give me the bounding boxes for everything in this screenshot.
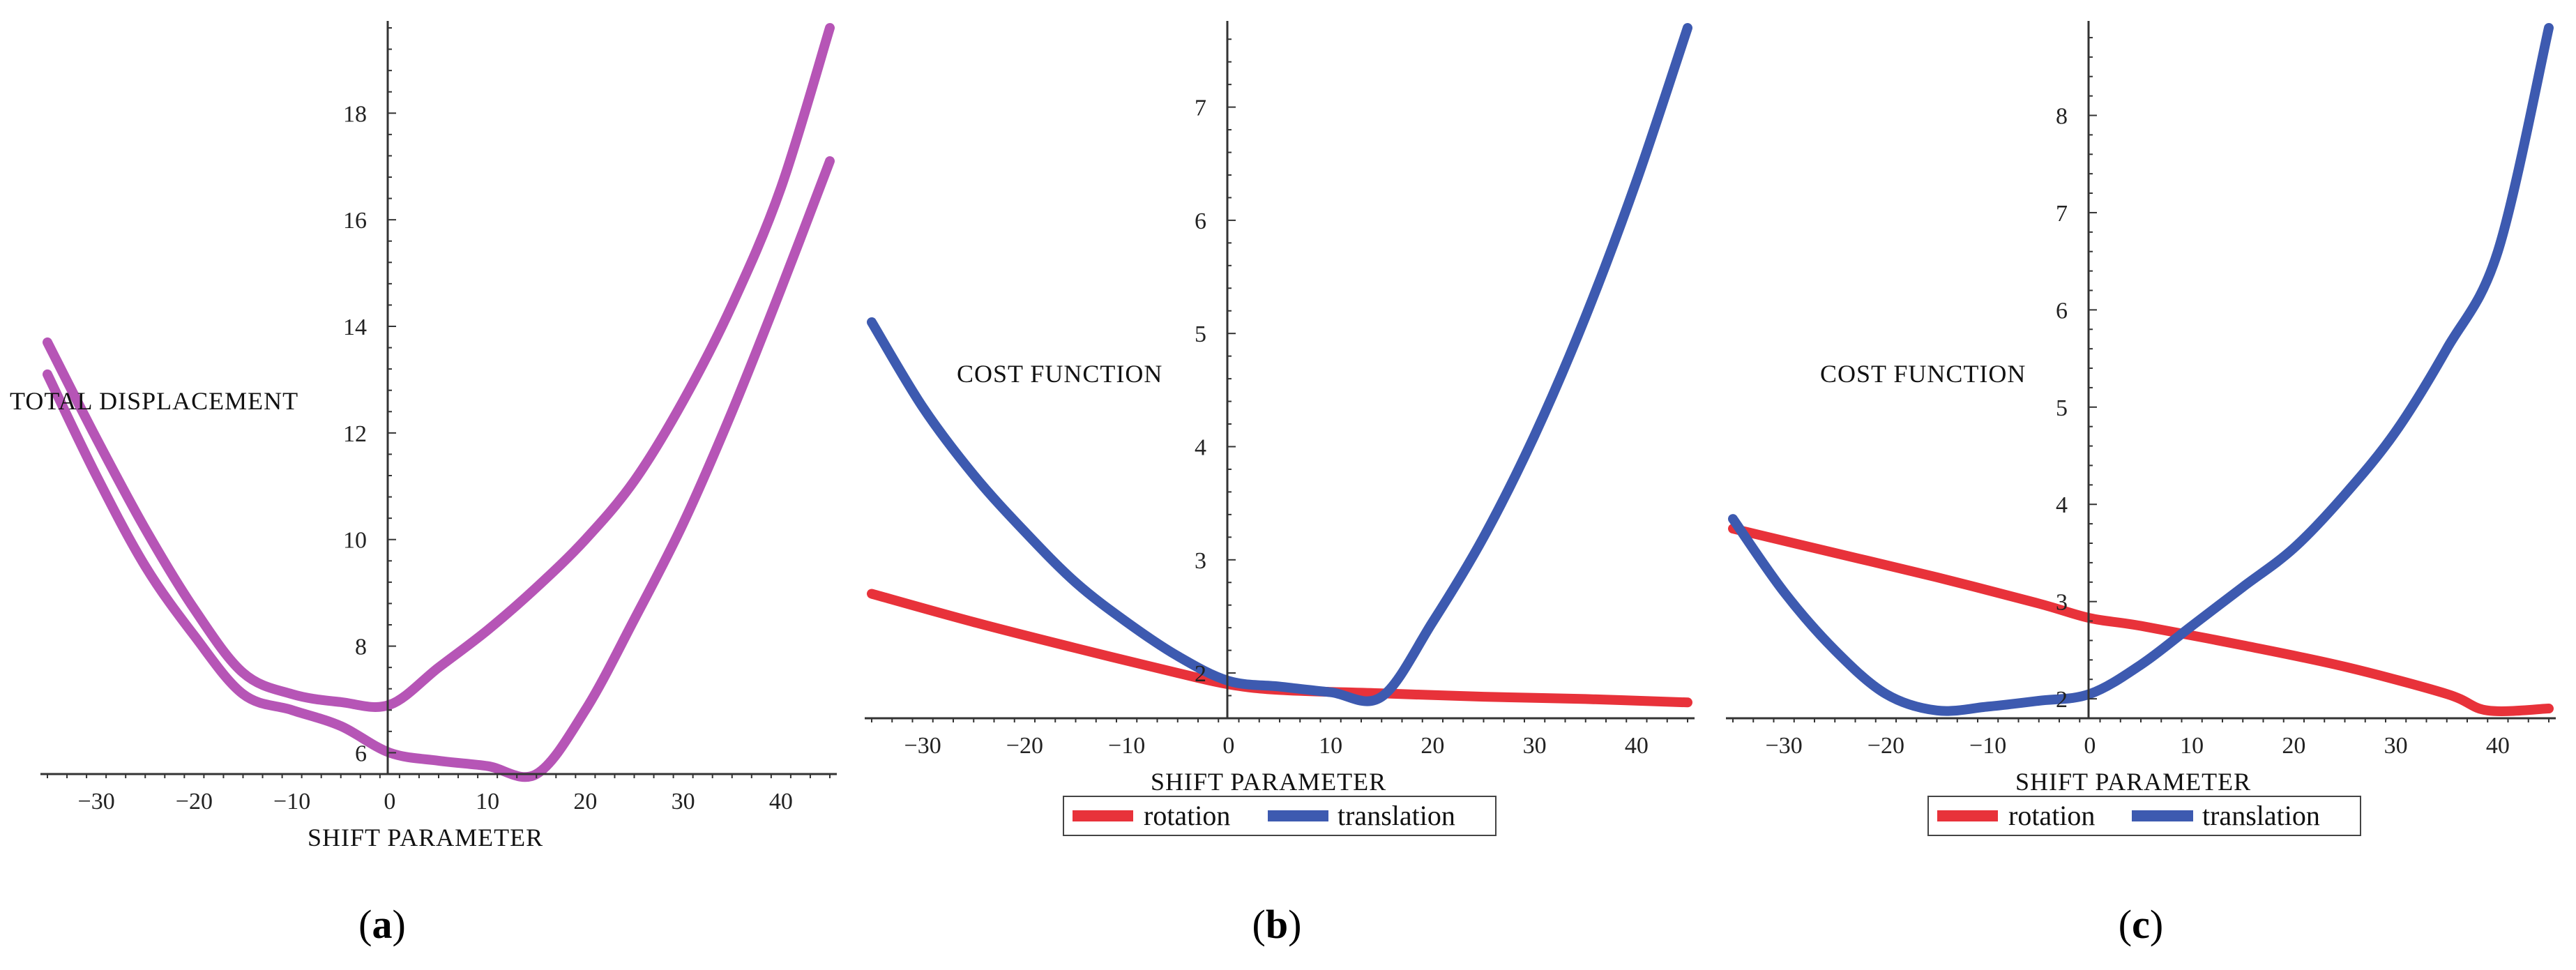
panel-b-series (867, 23, 1692, 708)
y-tick-label: 7 (1195, 96, 1206, 121)
panel-c-axes (1726, 21, 2556, 722)
y-tick-label: 3 (1195, 548, 1206, 574)
panel-label-a: (a) (358, 902, 406, 947)
panel-label-c-close: ) (2150, 902, 2163, 947)
y-tick-label: 2 (2056, 687, 2068, 713)
panel-label-b-close: ) (1288, 902, 1301, 947)
x-tick-label: −30 (78, 789, 115, 814)
panel-b-chart: −30 −20 −10 0 10 20 30 40 2 3 4 5 6 7 COST FUNCTION S… (865, 21, 1695, 836)
panel-a-ticks: −30 −20 −10 0 10 20 30 40 6 8 10 12 14 16 18 (78, 101, 793, 814)
y-tick-label: 12 (343, 421, 367, 447)
x-tick-label: 0 (1222, 733, 1234, 759)
panel-c-series (1728, 23, 2554, 716)
x-tick-label: 40 (1625, 733, 1649, 759)
x-tick-label: 0 (2084, 733, 2096, 759)
panel-a-chart: −30 −20 −10 0 10 20 30 40 6 8 10 12 14 16 18 TOTAL DIS… (10, 21, 837, 851)
x-tick-label: 10 (476, 789, 499, 814)
panel-a-series (43, 23, 835, 782)
y-tick-label: 6 (355, 741, 367, 766)
legend-label-translation: translation (2202, 800, 2320, 831)
x-tick-label: 40 (2486, 733, 2510, 759)
series-line-lower-curve (43, 156, 835, 782)
x-tick-label: 0 (384, 789, 395, 814)
x-tick-label: −20 (1867, 733, 1904, 759)
panel-c-xlabel: SHIFT PARAMETER (2015, 768, 2251, 796)
x-tick-label: −10 (273, 789, 310, 814)
panel-b-ticks: −30 −20 −10 0 10 20 30 40 2 3 4 5 6 7 (904, 96, 1649, 759)
panel-b-xlabel: SHIFT PARAMETER (1151, 768, 1386, 796)
x-tick-label: 10 (1319, 733, 1342, 759)
x-tick-label: −20 (1006, 733, 1043, 759)
y-tick-label: 6 (2056, 298, 2068, 324)
x-tick-label: 30 (1523, 733, 1547, 759)
y-tick-label: 4 (2056, 492, 2068, 518)
series-line-translation (867, 23, 1692, 706)
x-tick-label: −10 (1108, 733, 1145, 759)
series-line-upper-curve (43, 23, 835, 712)
x-tick-label: 30 (672, 789, 695, 814)
y-tick-label: 5 (1195, 321, 1206, 347)
panel-b-ylabel: COST FUNCTION (957, 360, 1162, 388)
legend-label-translation: translation (1338, 800, 1455, 831)
x-tick-label: 10 (2180, 733, 2204, 759)
y-tick-label: 4 (1195, 434, 1206, 460)
x-tick-label: 40 (769, 789, 793, 814)
panel-label-a-close: ) (393, 902, 406, 947)
series-line-translation (1728, 23, 2554, 716)
panel-c-legend: rotation translation (1927, 796, 2361, 836)
panel-label-a-open: ( (358, 902, 372, 947)
y-tick-label: 3 (2056, 590, 2068, 616)
x-tick-label: 30 (2384, 733, 2408, 759)
panel-label-b: (b) (1252, 902, 1302, 947)
panel-label-c-open: ( (2119, 902, 2132, 947)
x-tick-label: −30 (904, 733, 941, 759)
panel-b-legend: rotation translation (1063, 796, 1497, 836)
legend-label-rotation: rotation (1144, 800, 1230, 831)
y-tick-label: 5 (2056, 395, 2068, 421)
panel-label-b-letter: b (1266, 902, 1288, 947)
x-tick-label: 20 (1420, 733, 1444, 759)
panel-a-ylabel: TOTAL DISPLACEMENT (10, 387, 298, 415)
y-tick-label: 2 (1195, 661, 1206, 687)
y-tick-label: 8 (2056, 103, 2068, 129)
panel-a-xlabel: SHIFT PARAMETER (308, 824, 543, 851)
y-tick-label: 16 (343, 208, 367, 234)
x-tick-label: 20 (573, 789, 597, 814)
panel-b-axes (865, 21, 1695, 722)
x-tick-label: −10 (1969, 733, 2006, 759)
x-tick-label: 20 (2282, 733, 2305, 759)
panel-label-c: (c) (2119, 902, 2163, 947)
x-tick-label: −20 (176, 789, 213, 814)
series-line-rotation (1728, 524, 2554, 716)
panel-label-c-letter: c (2132, 902, 2150, 947)
y-tick-label: 14 (343, 315, 367, 340)
panel-c-ticks: −30 −20 −10 0 10 20 30 40 2 3 4 5 6 7 8 (1766, 103, 2510, 759)
y-tick-label: 18 (343, 101, 367, 127)
panel-a-axes (40, 21, 837, 778)
y-tick-label: 8 (355, 635, 367, 660)
x-tick-label: −30 (1766, 733, 1803, 759)
y-tick-label: 6 (1195, 209, 1206, 234)
legend-label-rotation: rotation (2008, 800, 2095, 831)
y-tick-label: 7 (2056, 201, 2068, 227)
panel-label-b-open: ( (1252, 902, 1266, 947)
panel-c-ylabel: COST FUNCTION (1820, 360, 2026, 388)
panel-label-a-letter: a (372, 902, 393, 947)
y-tick-label: 10 (343, 528, 367, 554)
